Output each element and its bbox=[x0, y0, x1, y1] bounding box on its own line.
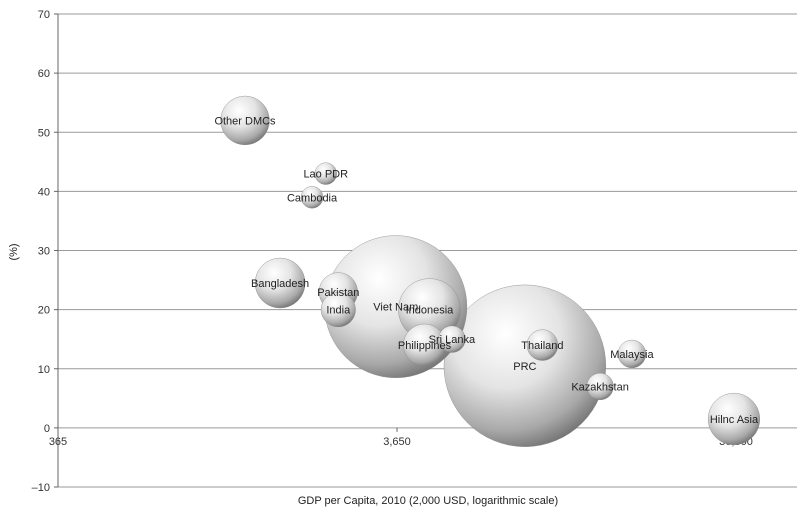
bubble-label: Hilnc Asia bbox=[710, 414, 759, 426]
bubble-label: Indonesia bbox=[406, 305, 455, 317]
bubble-label: India bbox=[326, 305, 351, 317]
bubble-labels: Other DMCs Lao PDR Cambodia Bangladesh Pakis… bbox=[214, 115, 759, 426]
bubble bbox=[220, 95, 270, 146]
bubble-label: Philippines bbox=[398, 340, 452, 352]
bubble bbox=[707, 392, 761, 446]
y-tick-label: 0 bbox=[44, 423, 50, 435]
y-tick-label: 30 bbox=[38, 246, 50, 258]
bubble bbox=[300, 186, 324, 209]
bubble bbox=[443, 284, 607, 447]
y-tick-label: 20 bbox=[38, 305, 50, 317]
bubble-label: PRC bbox=[513, 361, 536, 373]
bubble-label: Thailand bbox=[521, 340, 563, 352]
y-tick-label: 60 bbox=[38, 68, 50, 80]
bubble-label: Other DMCs bbox=[214, 115, 276, 127]
bubble-label: Cambodia bbox=[287, 192, 338, 204]
bubble bbox=[254, 257, 306, 309]
bubble bbox=[320, 292, 356, 328]
x-tick-label: 3,650 bbox=[383, 436, 411, 448]
bubble bbox=[586, 372, 614, 401]
bubble-label: Kazakhstan bbox=[571, 381, 628, 393]
bubble-label: Sri Lanka bbox=[429, 334, 476, 346]
y-tick-label: 10 bbox=[38, 364, 50, 376]
y-tick-label: 40 bbox=[38, 186, 50, 198]
y-tick-label: –10 bbox=[32, 482, 50, 494]
bubble bbox=[438, 325, 466, 353]
y-axis-title: (%) bbox=[8, 243, 20, 260]
x-axis-title: GDP per Capita, 2010 (2,000 USD, logarit… bbox=[298, 495, 558, 507]
bubble-label: Pakistan bbox=[317, 287, 359, 299]
bubbles bbox=[220, 95, 761, 447]
bubble-label: Viet Nam bbox=[373, 302, 418, 314]
bubble-label: Malaysia bbox=[610, 349, 654, 361]
bubble bbox=[526, 329, 559, 361]
bubble-label: Lao PDR bbox=[303, 169, 348, 181]
y-tick-label: 50 bbox=[38, 127, 50, 139]
x-tick-label: 365 bbox=[49, 436, 67, 448]
bubble bbox=[314, 162, 337, 185]
bubble-label: Bangladesh bbox=[251, 278, 309, 290]
y-tick-label: 70 bbox=[38, 9, 50, 21]
bubble bbox=[617, 339, 647, 369]
